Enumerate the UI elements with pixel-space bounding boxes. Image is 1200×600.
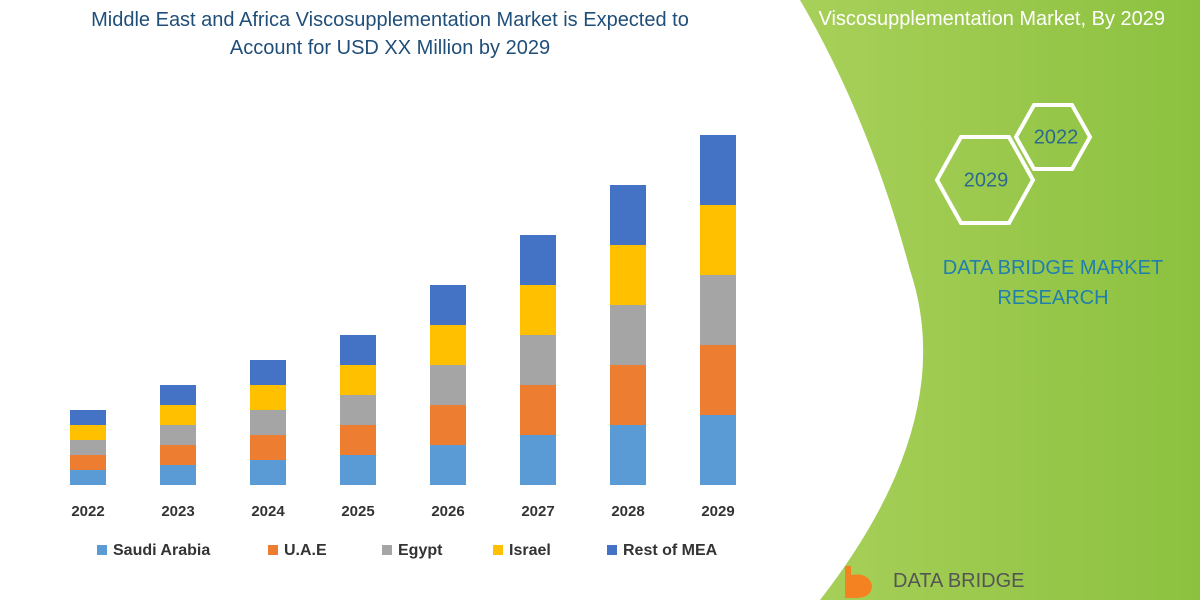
bar-segment — [700, 345, 736, 415]
bar-segment — [70, 470, 106, 485]
bar-segment — [160, 445, 196, 465]
legend-label: Israel — [509, 542, 551, 559]
bar-segment — [610, 305, 646, 365]
legend-swatch — [382, 545, 392, 555]
bar-segment — [340, 335, 376, 365]
bar-segment — [70, 410, 106, 425]
bar-segment — [520, 335, 556, 385]
bar-segment — [520, 235, 556, 285]
bar-segment — [250, 410, 286, 435]
bar-segment — [70, 440, 106, 455]
bar-segment — [160, 405, 196, 425]
bar-segment — [70, 455, 106, 470]
bar-segment — [700, 275, 736, 345]
bar-segment — [700, 135, 736, 205]
chart-title: Middle East and Africa Viscosupplementat… — [91, 9, 689, 59]
hexagon — [934, 135, 1036, 225]
bar-segment — [160, 465, 196, 485]
bar-segment — [430, 405, 466, 445]
bar-segment — [250, 360, 286, 385]
hex-label: 2029 — [964, 169, 1009, 191]
panel-heading: Viscosupplementation Market, By 2029 — [818, 8, 1166, 30]
bar-segment — [70, 425, 106, 440]
bar-segment — [340, 365, 376, 395]
bar-segment — [520, 435, 556, 485]
bar-segment — [610, 425, 646, 485]
legend-label: U.A.E — [284, 542, 327, 559]
legend-label: Rest of MEA — [623, 542, 718, 559]
bar-segment — [430, 365, 466, 405]
brand: DATA BRIDGE MARKET RESEARCH — [942, 257, 1164, 309]
bar-segment — [340, 455, 376, 485]
bar-segment — [610, 245, 646, 305]
bar-segment — [610, 185, 646, 245]
side-panel — [800, 0, 1200, 600]
bar-segment — [250, 460, 286, 485]
legend-swatch — [268, 545, 278, 555]
bar-segment — [610, 365, 646, 425]
logo-icon — [845, 566, 872, 598]
x-tick-label: 2024 — [251, 503, 285, 520]
bar-segment — [520, 385, 556, 435]
x-tick-label: 2023 — [161, 503, 194, 520]
bar-segment — [340, 395, 376, 425]
logo-text: DATA BRIDGE — [893, 570, 1025, 592]
bar-segment — [160, 385, 196, 405]
x-tick-label: 2025 — [341, 503, 374, 520]
legend-label: Saudi Arabia — [113, 542, 210, 559]
hexagon — [1013, 103, 1093, 171]
x-tick-label: 2029 — [701, 503, 734, 520]
bar-segment — [160, 425, 196, 445]
x-tick-label: 2027 — [521, 503, 554, 520]
bar-segment — [250, 385, 286, 410]
bar-segment — [700, 205, 736, 275]
bar-segment — [520, 285, 556, 335]
bar-segment — [430, 285, 466, 325]
bar-segment — [700, 415, 736, 485]
legend-swatch — [493, 545, 503, 555]
x-tick-label: 2026 — [431, 503, 464, 520]
bar-segment — [430, 325, 466, 365]
hex-label: 2022 — [1034, 126, 1079, 148]
x-tick-label: 2022 — [71, 503, 104, 520]
x-tick-label: 2028 — [611, 503, 644, 520]
bar-segment — [430, 445, 466, 485]
legend-label: Egypt — [398, 542, 443, 559]
bar-segment — [340, 425, 376, 455]
legend-swatch — [607, 545, 617, 555]
legend-swatch — [97, 545, 107, 555]
bar-segment — [250, 435, 286, 460]
